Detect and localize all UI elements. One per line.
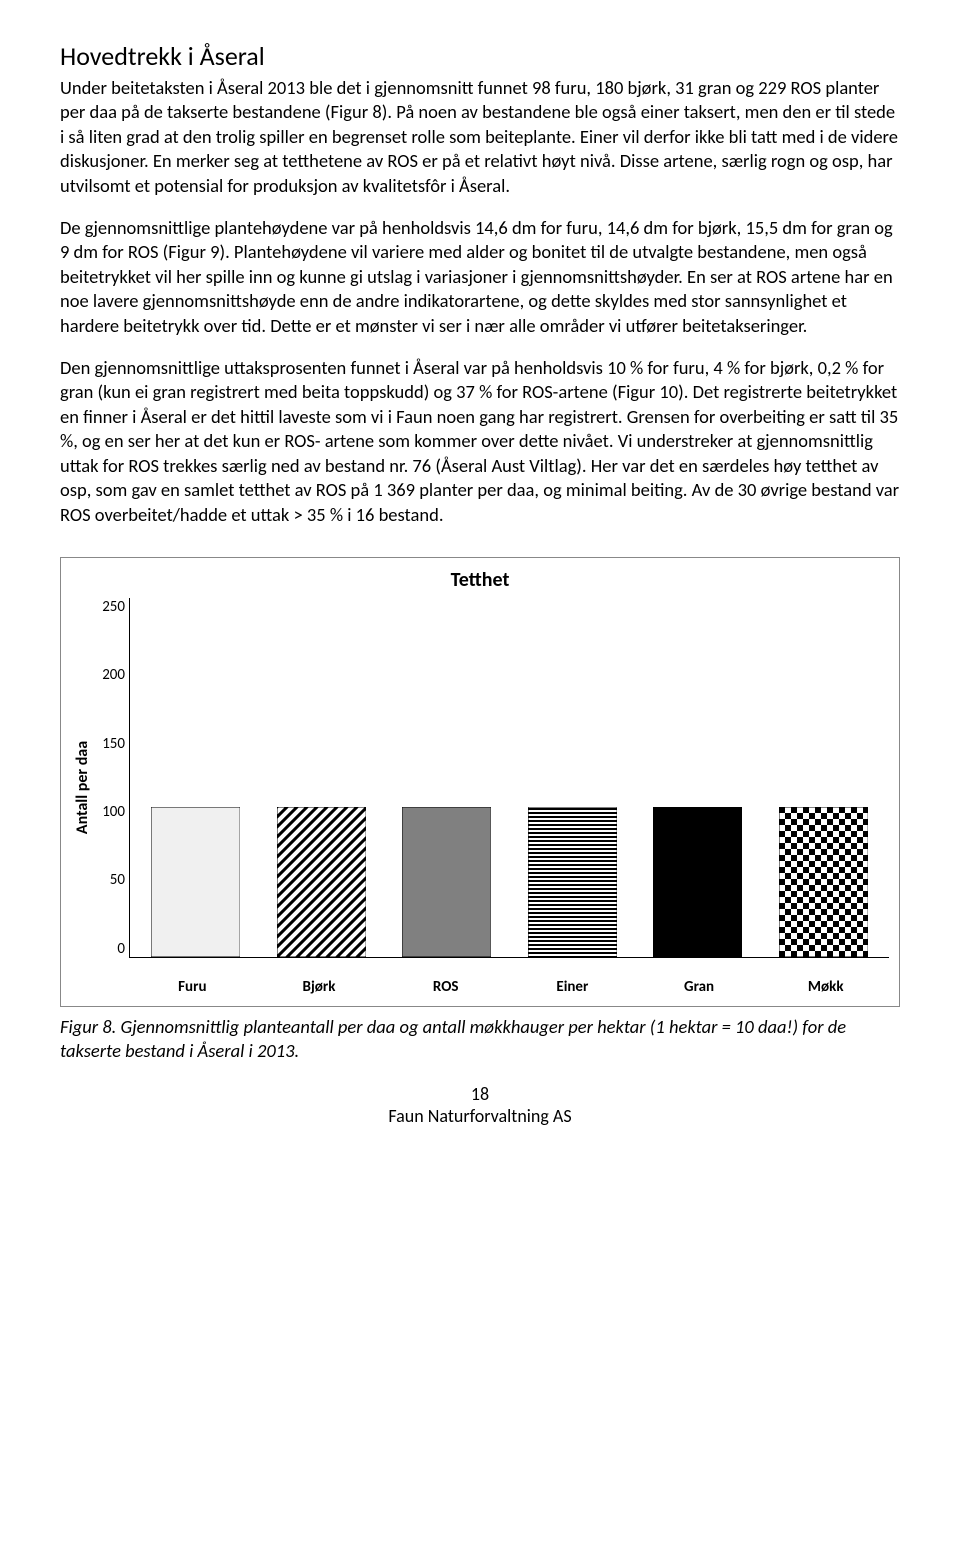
chart-bar <box>517 807 629 957</box>
chart-y-ticks: 250 200 150 100 50 0 <box>95 598 129 978</box>
paragraph-1: Under beitetaksten i Åseral 2013 ble det… <box>60 76 900 198</box>
chart-x-tick-label: Einer <box>509 978 636 996</box>
chart-bar <box>642 807 754 957</box>
chart-y-axis-label: Antall per daa <box>71 598 95 978</box>
chart-x-labels: FuruBjørkROSEinerGranMøkk <box>71 978 889 996</box>
chart-x-tick-label: Gran <box>636 978 763 996</box>
chart-x-tick-label: ROS <box>382 978 509 996</box>
chart-bar <box>266 807 378 957</box>
page-heading: Hovedtrekk i Åseral <box>60 40 900 72</box>
paragraph-3: Den gjennomsnittlige uttaksprosenten fun… <box>60 356 900 527</box>
figure-caption: Figur 8. Gjennomsnittlig planteantall pe… <box>60 1015 900 1063</box>
page-number: 18 <box>60 1083 900 1105</box>
chart-plot-area <box>129 598 889 958</box>
chart-bar <box>768 807 880 957</box>
chart-bar <box>391 807 503 957</box>
chart-x-tick-label: Furu <box>129 978 256 996</box>
paragraph-2: De gjennomsnittlige plantehøydene var på… <box>60 216 900 338</box>
tetthet-chart: Tetthet Antall per daa 250 200 150 100 5… <box>60 557 900 1007</box>
chart-x-tick-label: Bjørk <box>256 978 383 996</box>
chart-x-tick-label: Møkk <box>762 978 889 996</box>
chart-bar <box>140 807 252 957</box>
chart-title: Tetthet <box>71 568 889 592</box>
footer-text: Faun Naturforvaltning AS <box>60 1105 900 1127</box>
